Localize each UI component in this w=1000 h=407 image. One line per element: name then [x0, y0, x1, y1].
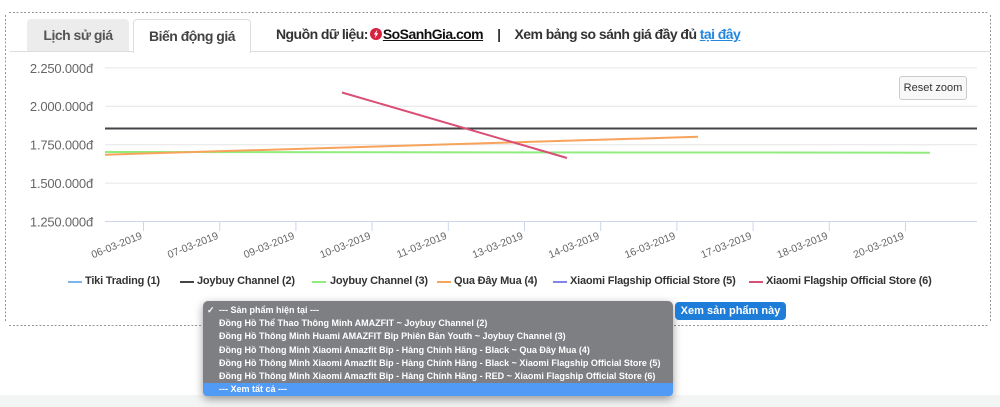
svg-text:09-03-2019: 09-03-2019 — [242, 230, 296, 261]
svg-text:2.250.000đ: 2.250.000đ — [30, 61, 94, 76]
svg-text:14-03-2019: 14-03-2019 — [547, 230, 601, 261]
svg-text:20-03-2019: 20-03-2019 — [852, 230, 906, 261]
svg-text:1.500.000đ: 1.500.000đ — [30, 176, 94, 191]
svg-text:18-03-2019: 18-03-2019 — [775, 230, 829, 261]
svg-text:07-03-2019: 07-03-2019 — [166, 230, 220, 261]
svg-text:16-03-2019: 16-03-2019 — [623, 230, 677, 261]
svg-text:11-03-2019: 11-03-2019 — [395, 230, 449, 261]
svg-text:17-03-2019: 17-03-2019 — [699, 230, 753, 261]
svg-text:13-03-2019: 13-03-2019 — [471, 230, 525, 261]
svg-text:1.250.000đ: 1.250.000đ — [30, 214, 94, 229]
svg-text:06-03-2019: 06-03-2019 — [90, 230, 144, 261]
svg-text:2.000.000đ: 2.000.000đ — [30, 99, 94, 114]
svg-text:1.750.000đ: 1.750.000đ — [30, 138, 94, 153]
svg-text:10-03-2019: 10-03-2019 — [318, 230, 372, 261]
